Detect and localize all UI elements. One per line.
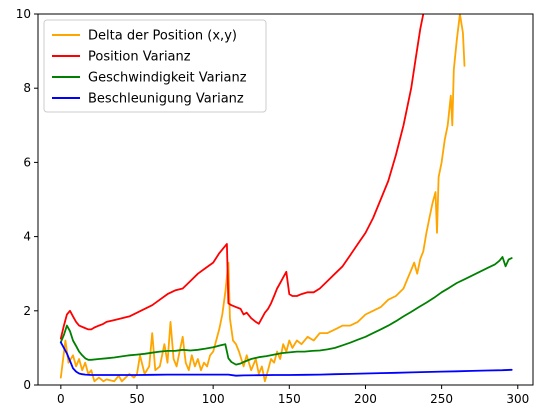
legend-label-2: Geschwindigkeit Varianz <box>88 71 247 86</box>
y-axis: 0 2 4 6 8 10 <box>16 7 38 392</box>
x-tick-label-3: 150 <box>278 392 301 406</box>
series-line-3 <box>59 341 513 377</box>
y-tick-label-4: 8 <box>23 81 31 95</box>
series-line-2 <box>59 256 513 366</box>
legend-label-1: Position Varianz <box>88 50 191 65</box>
legend-box <box>43 19 267 113</box>
x-tick-label-5: 250 <box>430 392 453 406</box>
y-tick-label-3: 6 <box>23 155 31 169</box>
series-layer <box>59 14 513 383</box>
y-tick-label-1: 2 <box>23 304 31 318</box>
x-tick-label-4: 200 <box>354 392 377 406</box>
legend: Delta der Position (x,y) Position Varianz… <box>43 19 267 113</box>
x-tick-label-6: 300 <box>506 392 529 406</box>
series-line-1 <box>59 14 425 340</box>
x-tick-label-1: 50 <box>129 392 144 406</box>
x-axis: 0 50 100 150 200 250 300 <box>57 385 529 406</box>
x-tick-label-2: 100 <box>202 392 225 406</box>
legend-label-3: Beschleunigung Varianz <box>88 92 244 107</box>
x-tick-label-0: 0 <box>57 392 65 406</box>
y-tick-label-0: 0 <box>23 378 31 392</box>
plot-frame <box>37 13 534 386</box>
y-tick-label-2: 4 <box>23 230 31 244</box>
y-tick-label-5: 10 <box>16 7 31 21</box>
legend-label-0: Delta der Position (x,y) <box>88 29 237 44</box>
